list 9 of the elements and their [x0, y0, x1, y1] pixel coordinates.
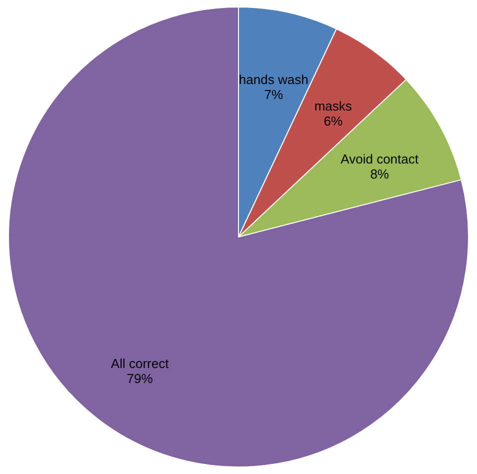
- data-label: 6%: [324, 114, 343, 129]
- data-label: 8%: [370, 166, 390, 182]
- slice-label: masks: [314, 98, 352, 114]
- slice-label: hands wash: [238, 72, 308, 87]
- slice-label: Avoid contact: [340, 151, 419, 166]
- slice-label: All correct: [110, 356, 170, 372]
- data-label: 7%: [264, 86, 284, 102]
- data-label: 79%: [126, 371, 154, 386]
- pie-slice: [8, 6, 469, 468]
